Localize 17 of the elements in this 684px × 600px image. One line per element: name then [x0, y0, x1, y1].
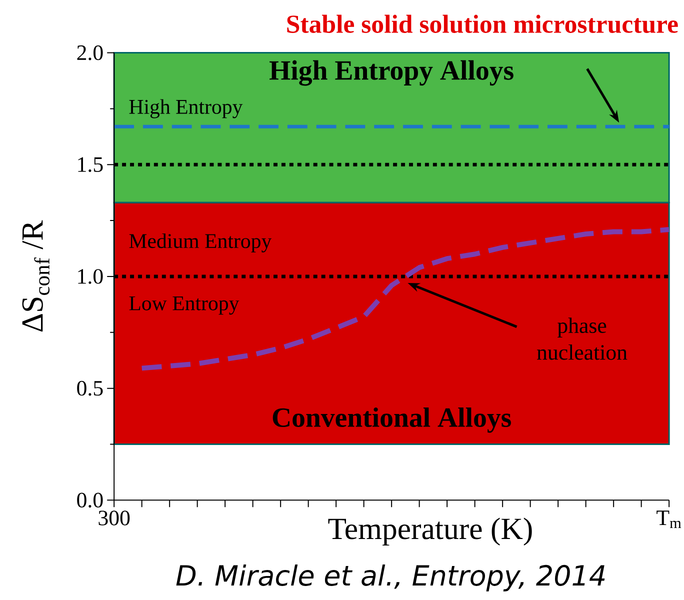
annotation: High Entropy — [129, 99, 243, 118]
x-tick-label: 300 — [98, 510, 130, 526]
text: Stable solid solution microstructure — [287, 14, 678, 34]
x-axis-title: Temperature (K) — [328, 518, 532, 546]
band-label: Conventional Alloys — [272, 408, 511, 433]
y-tick-label: 0.0 — [77, 492, 103, 508]
annotation: Low Entropy — [129, 296, 240, 315]
y-tick-label: 0.5 — [77, 381, 103, 396]
x-tick-label: T$_{m}$ — [656, 510, 682, 528]
text: D. Miracle et al., Entropy, 2014 — [176, 564, 605, 592]
y-axis-title: ΔS$_{conf}$ /R — [22, 220, 50, 332]
annotation: Medium Entropy — [129, 234, 272, 253]
y-tick-label: 1.0 — [78, 269, 103, 284]
y-tick-label: 1.5 — [78, 157, 103, 172]
band-label: High Entropy Alloys — [270, 60, 514, 86]
y-tick-label: 2.0 — [77, 45, 103, 60]
annotation: phase nucleation — [537, 318, 628, 360]
